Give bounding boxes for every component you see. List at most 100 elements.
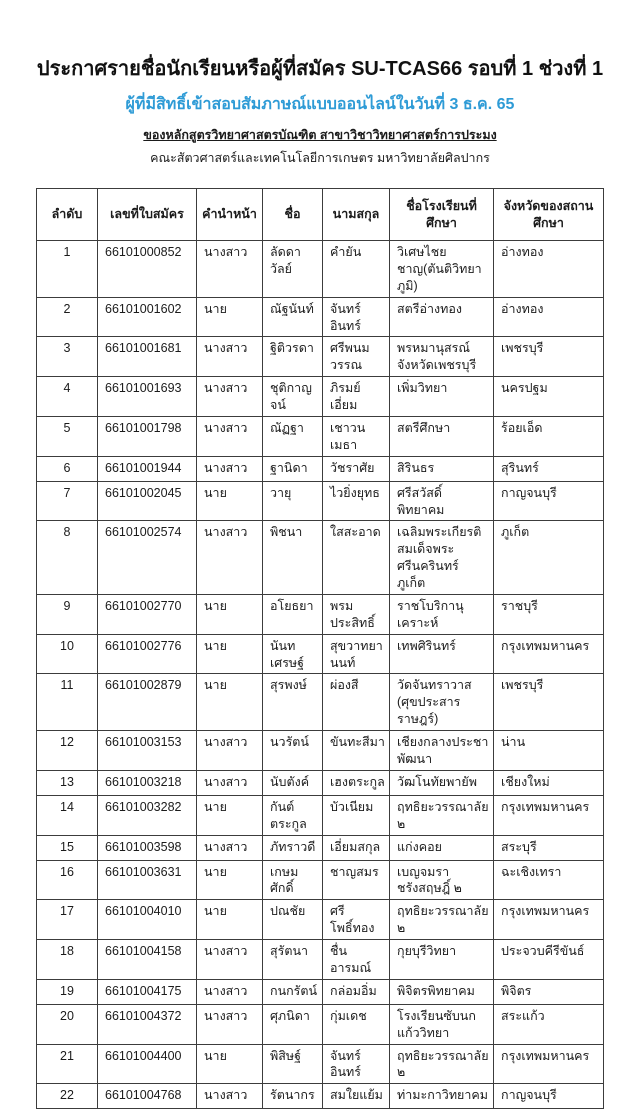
school-cell: สิรินธร	[389, 455, 494, 482]
province-cell: ภูเก็ต	[493, 520, 604, 595]
table-row: 6 66101001944 นางสาว ฐานิดา วัชราศัย สิรินธรส…	[36, 455, 604, 482]
first-name-cell: ชุติกาญจน์	[262, 376, 323, 417]
page-title: ประกาศรายชื่อนักเรียนหรือผู้ที่สมัคร SU-…	[36, 58, 604, 80]
application-no-cell: 66101002574	[97, 520, 197, 595]
province-cell: น่าน	[493, 730, 604, 771]
province-cell: ฉะเชิงเทรา	[493, 859, 604, 901]
school-cell: วิเศษไชยชาญ(ตันติวิทยาภูมิ)	[389, 240, 494, 298]
prefix-cell: นาย	[196, 794, 263, 836]
first-name-cell: อโยธยา	[262, 593, 323, 635]
school-cell: พรหมานุสรณ์จังหวัดเพชรบุรี	[389, 336, 494, 378]
last-name-cell: ภิรมย์เอี่ยม	[322, 376, 390, 417]
prefix-cell: นาย	[196, 859, 263, 901]
prefix-cell: นางสาว	[196, 520, 263, 595]
last-name-cell: คำยัน	[322, 240, 390, 298]
interview-date-subtitle: ผู้ที่มีสิทธิ์เข้าสอบสัมภาษณ์แบบออนไลน์ใ…	[125, 96, 515, 113]
prefix-cell: นางสาว	[196, 455, 263, 482]
row-number-cell: 19	[36, 978, 98, 1005]
first-name-cell: เกษมศักดิ์	[262, 859, 323, 901]
application-no-cell: 66101004400	[97, 1043, 197, 1085]
province-cell: นครปฐม	[493, 376, 604, 417]
application-no-cell: 66101004372	[97, 1003, 197, 1045]
prefix-cell: นางสาว	[196, 240, 263, 298]
table-row: 17 66101004010 นาย ปณชัย ศรีโพธิ์ทอง ฤทธิยะวร…	[36, 899, 604, 940]
row-number-cell: 11	[36, 673, 98, 731]
applicant-table: ลำดับ เลขที่ใบสมัคร คำนำหน้า ชื่อ นามสกุ…	[36, 188, 604, 1109]
first-name-cell: นับตังค์	[262, 769, 323, 796]
school-cell: เบญจมราชรังสฤษฎิ์ ๒	[389, 859, 494, 901]
row-number-cell: 1	[36, 240, 98, 298]
school-cell: กุยบุรีวิทยา	[389, 939, 494, 980]
school-cell: สตรีอ่างทอง	[389, 296, 494, 338]
table-row: 2 66101001602 นาย ณัฐนันท์ จันทร์อินทร์ สตรีอ…	[36, 296, 604, 338]
first-name-cell: วายุ	[262, 480, 323, 522]
prefix-cell: นางสาว	[196, 415, 263, 457]
last-name-cell: ผ่องสี	[322, 673, 390, 731]
province-cell: กรุงเทพมหานคร	[493, 633, 604, 675]
prefix-cell: นาย	[196, 593, 263, 635]
last-name-cell: เชาวนเมธา	[322, 415, 390, 457]
row-number-cell: 9	[36, 593, 98, 635]
province-cell: สระแก้ว	[493, 1003, 604, 1045]
first-name-cell: สุรพงษ์	[262, 673, 323, 731]
prefix-cell: นางสาว	[196, 336, 263, 378]
row-number-cell: 18	[36, 939, 98, 980]
prefix-cell: นางสาว	[196, 1003, 263, 1045]
applicant-table-body: 1 66101000852 นางสาว ลัดดาวัลย์ คำยัน วิเศษไช…	[36, 240, 604, 1109]
row-number-cell: 15	[36, 834, 98, 861]
last-name-cell: ชื่นอารมณ์	[322, 939, 390, 980]
table-row: 10 66101002776 นาย นันทเศรษฐ์ สุขวาทยานนท์ เท…	[36, 633, 604, 675]
col-header-first-name: ชื่อ	[262, 188, 323, 241]
first-name-cell: กันต์ตระกูล	[262, 794, 323, 836]
province-cell: อ่างทอง	[493, 240, 604, 298]
first-name-cell: ณัฐนันท์	[262, 296, 323, 338]
last-name-cell: ขันทะสีมา	[322, 730, 390, 771]
table-row: 5 66101001798 นางสาว ณัฏฐา เชาวนเมธา สตรีศึกษ…	[36, 415, 604, 457]
first-name-cell: กนกรัตน์	[262, 978, 323, 1005]
row-number-cell: 4	[36, 376, 98, 417]
col-header-last-name: นามสกุล	[322, 188, 390, 241]
table-row: 8 66101002574 นางสาว พิชนา ใสสะอาด เฉลิมพระเก…	[36, 520, 604, 595]
application-no-cell: 66101001798	[97, 415, 197, 457]
province-cell: กาญจนบุรี	[493, 480, 604, 522]
row-number-cell: 16	[36, 859, 98, 901]
application-no-cell: 66101000852	[97, 240, 197, 298]
first-name-cell: พิสิษฐ์	[262, 1043, 323, 1085]
province-cell: อ่างทอง	[493, 296, 604, 338]
last-name-cell: ศรีโพธิ์ทอง	[322, 899, 390, 940]
prefix-cell: นาย	[196, 296, 263, 338]
school-cell: ศรีสวัสดิ์พิทยาคม	[389, 480, 494, 522]
table-row: 12 66101003153 นางสาว นวรัตน์ ขันทะสีมา เชียง…	[36, 730, 604, 771]
prefix-cell: นาย	[196, 480, 263, 522]
header-row: ลำดับ เลขที่ใบสมัคร คำนำหน้า ชื่อ นามสกุ…	[36, 188, 604, 241]
prefix-cell: นาย	[196, 899, 263, 940]
table-row: 21 66101004400 นาย พิสิษฐ์ จันทร์อินทร์ ฤทธิย…	[36, 1043, 604, 1085]
row-number-cell: 8	[36, 520, 98, 595]
application-no-cell: 66101004158	[97, 939, 197, 980]
school-cell: ราชโบริกานุเคราะห์	[389, 593, 494, 635]
application-no-cell: 66101002776	[97, 633, 197, 675]
school-cell: ท่ามะกาวิทยาคม	[389, 1083, 494, 1109]
applicant-table-header: ลำดับ เลขที่ใบสมัคร คำนำหน้า ชื่อ นามสกุ…	[36, 188, 604, 241]
province-cell: กรุงเทพมหานคร	[493, 899, 604, 940]
province-cell: ร้อยเอ็ด	[493, 415, 604, 457]
school-cell: วัฒโนทัยพายัพ	[389, 769, 494, 796]
last-name-cell: เอี่ยมสกุล	[322, 834, 390, 861]
prefix-cell: นางสาว	[196, 978, 263, 1005]
first-name-cell: ฐิติวรดา	[262, 336, 323, 378]
first-name-cell: รัตนากร	[262, 1083, 323, 1109]
last-name-cell: สมใยแย้ม	[322, 1083, 390, 1109]
last-name-cell: กล่อมอิ่ม	[322, 978, 390, 1005]
first-name-cell: นันทเศรษฐ์	[262, 633, 323, 675]
col-header-order: ลำดับ	[36, 188, 98, 241]
province-cell: พิจิตร	[493, 978, 604, 1005]
first-name-cell: ณัฏฐา	[262, 415, 323, 457]
application-no-cell: 66101001693	[97, 376, 197, 417]
table-row: 15 66101003598 นางสาว ภัทราวดี เอี่ยมสกุล แก่…	[36, 834, 604, 861]
first-name-cell: ปณชัย	[262, 899, 323, 940]
prefix-cell: นาย	[196, 1043, 263, 1085]
table-row: 18 66101004158 นางสาว สุรัตนา ชื่นอารมณ์ กุยบ…	[36, 939, 604, 980]
application-no-cell: 66101003631	[97, 859, 197, 901]
prefix-cell: นาย	[196, 673, 263, 731]
school-cell: พิจิตรพิทยาคม	[389, 978, 494, 1005]
